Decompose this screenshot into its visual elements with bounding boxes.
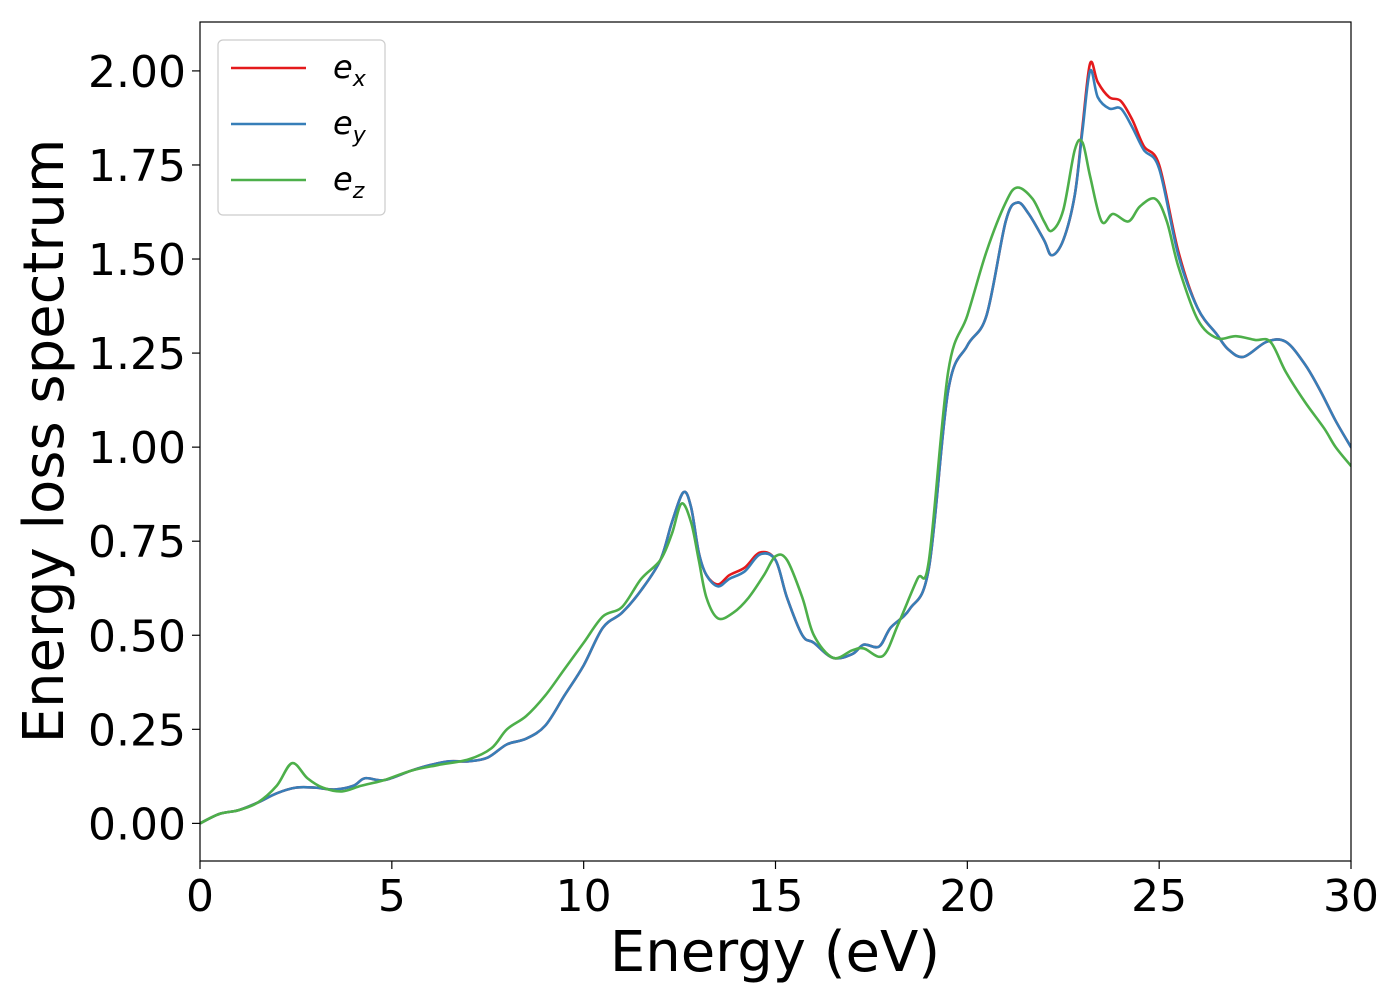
x-tick-label: 30	[1323, 871, 1379, 922]
y-tick-label: 0.50	[88, 611, 186, 662]
legend-box	[217, 39, 386, 216]
x-tick-label: 5	[378, 871, 406, 922]
x-tick-label: 20	[939, 871, 995, 922]
y-tick-label: 1.75	[88, 141, 186, 192]
y-tick-label: 1.50	[88, 235, 186, 286]
series-line-ey	[200, 68, 1351, 825]
y-tick-label: 1.00	[88, 423, 186, 474]
y-tick-label: 0.75	[88, 517, 186, 568]
y-tick-label: 1.25	[88, 329, 186, 380]
legend: ex ey ez	[217, 39, 386, 216]
x-ticks: 0 5 10 15 20 25 30	[186, 861, 1379, 922]
y-ticks: 0.00 0.25 0.50 0.75 1.00 1.25 1.50 1.75 2.00	[88, 47, 200, 850]
x-axis-label: Energy (eV)	[610, 920, 940, 985]
legend-label-ez: ez	[333, 160, 365, 204]
legend-label-ey: ey	[333, 104, 367, 148]
x-tick-label: 10	[556, 871, 612, 922]
y-tick-label: 2.00	[88, 47, 186, 98]
x-tick-label: 15	[748, 871, 804, 922]
y-tick-label: 0.25	[88, 705, 186, 756]
legend-label-ex: ex	[333, 48, 367, 92]
x-tick-label: 0	[186, 871, 214, 922]
series-line-ez	[200, 138, 1351, 825]
x-tick-label: 25	[1131, 871, 1187, 922]
y-tick-label: 0.00	[88, 799, 186, 850]
y-axis-label: Energy loss spectrum	[12, 139, 77, 744]
series-lines	[200, 60, 1351, 825]
